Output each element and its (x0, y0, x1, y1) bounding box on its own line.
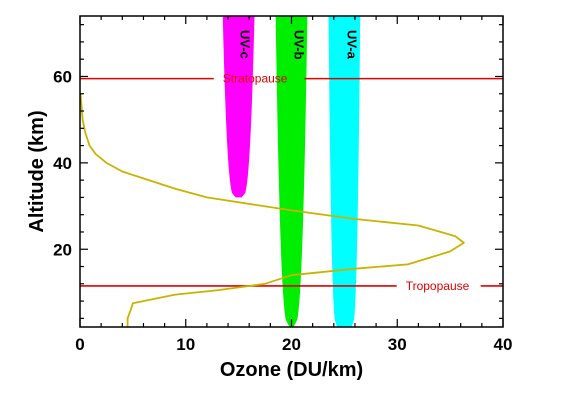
uv-band-label-2: UV-b (292, 30, 307, 60)
x-axis-title: Ozone (DU/km) (220, 359, 363, 381)
uv-band-label-1: UV-c (238, 30, 253, 59)
reference-line-label-1: Stratopause (223, 72, 288, 86)
x-tick-label: 20 (282, 335, 301, 354)
uv-band-1 (222, 16, 255, 198)
x-tick-label: 10 (176, 335, 195, 354)
ozone-profile (79, 93, 465, 327)
axes: 0 10 20 30 40 20 40 60 (53, 15, 513, 354)
y-tick-label: 40 (53, 154, 72, 173)
uv-band-label-3: UV-a (345, 30, 360, 60)
x-tick-label: 40 (494, 335, 513, 354)
reference-lines: Stratopause Tropopause (80, 72, 503, 293)
reference-line-label-2: Tropopause (406, 279, 470, 293)
uv-band-2 (275, 16, 308, 327)
x-tick-label: 30 (388, 335, 407, 354)
ozone-profile-line (79, 93, 465, 327)
x-tick-label: 0 (75, 335, 84, 354)
y-tick-label: 60 (53, 67, 72, 86)
y-axis-title: Altitude (km) (26, 110, 48, 232)
uv-bands: UV-c UV-b UV-a (222, 16, 361, 327)
uv-band-3 (328, 16, 361, 327)
y-tick-label: 20 (53, 240, 72, 259)
